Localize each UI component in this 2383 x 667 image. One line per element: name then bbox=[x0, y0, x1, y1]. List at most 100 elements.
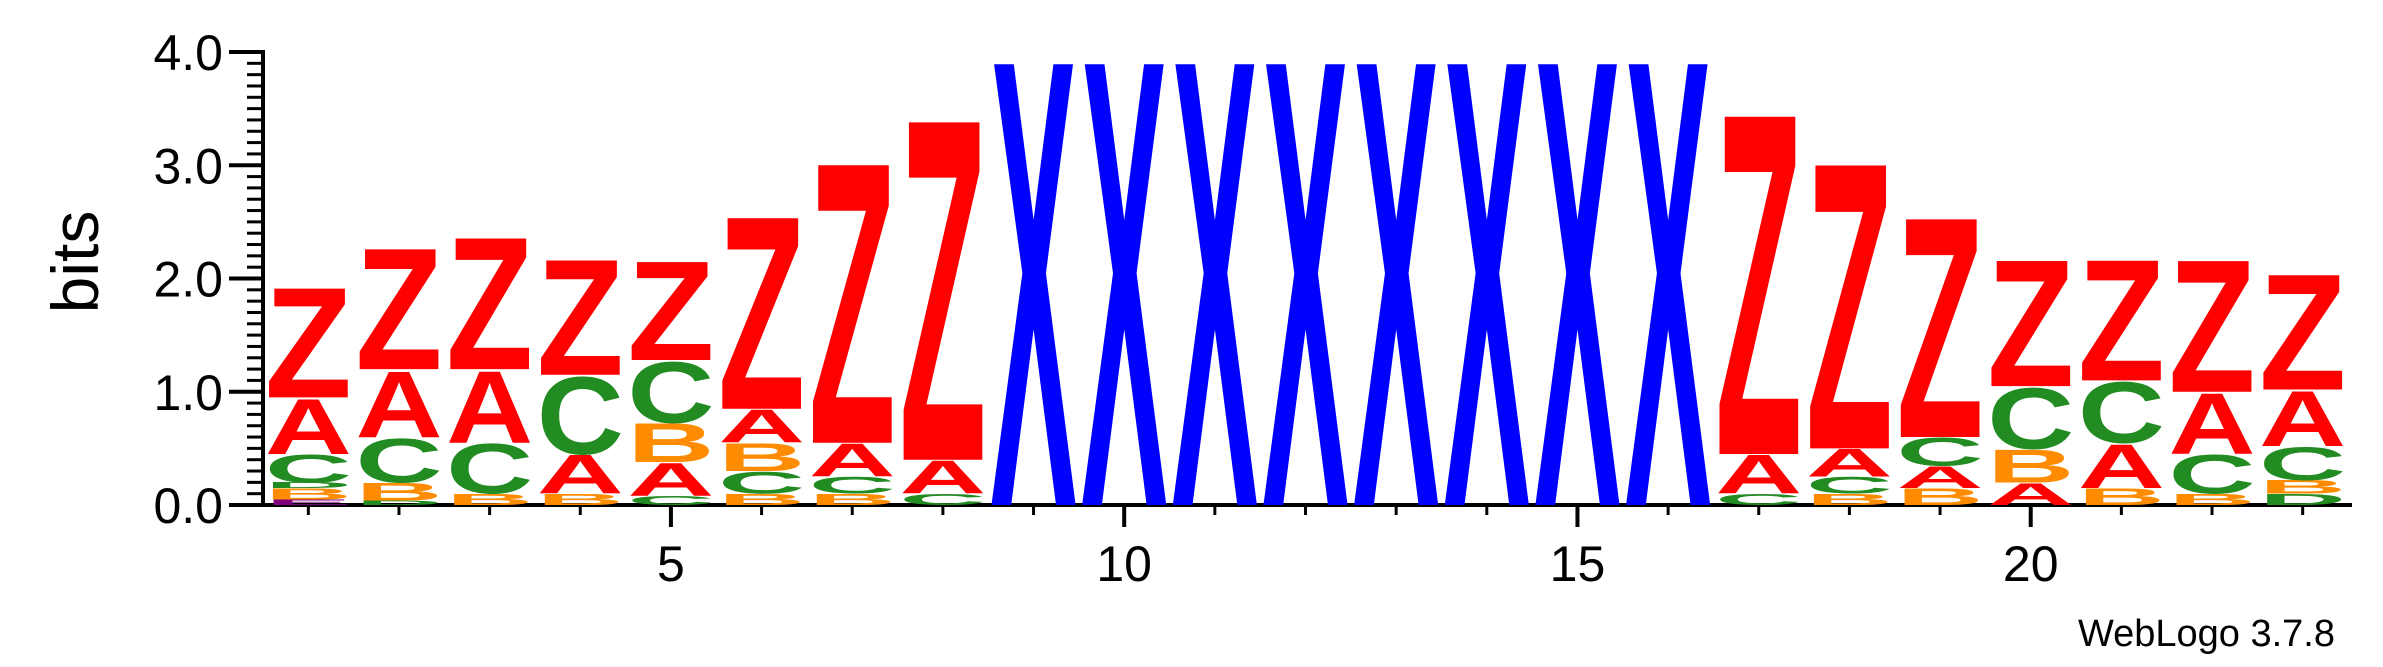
y-tick-label: 1.0 bbox=[153, 365, 223, 421]
logo-letter-C: C bbox=[537, 354, 624, 478]
logo-letter-C: C bbox=[1897, 430, 1984, 474]
logo-letter-B: B bbox=[265, 485, 352, 503]
logo-letter-C: C bbox=[1806, 472, 1893, 498]
logo-letter-B: B bbox=[1897, 484, 1984, 510]
logo-letter-Z: Z bbox=[355, 212, 442, 407]
x-tick-label: 20 bbox=[2003, 536, 2059, 592]
logo-letter-X: X bbox=[1081, 0, 1168, 641]
logo-stack: X bbox=[1444, 0, 1531, 641]
logo-letter-A: A bbox=[1715, 443, 1802, 505]
logo-letter-Z: Z bbox=[627, 232, 714, 391]
footer-label: WebLogo 3.7.8 bbox=[2078, 613, 2335, 655]
logo-letter-X: X bbox=[1353, 0, 1440, 641]
logo-letter-Z: Z bbox=[537, 224, 624, 410]
logo-letter-X: X bbox=[1444, 0, 1531, 641]
logo-letter-Z: Z bbox=[899, 16, 986, 565]
logo-letter-Z: Z bbox=[1987, 221, 2074, 425]
logo-letter-D: D bbox=[265, 481, 352, 490]
logo-letter-X: X bbox=[1534, 0, 1621, 641]
logo-letter-A: A bbox=[809, 434, 896, 487]
x-tick-label: 10 bbox=[1096, 536, 1152, 592]
logo-letter-A: A bbox=[265, 383, 352, 471]
logo-letter-D: D bbox=[355, 499, 442, 506]
logo-stack: X bbox=[1081, 0, 1168, 641]
logo-letter-C: C bbox=[627, 494, 714, 508]
logo-letter-C: C bbox=[899, 491, 986, 509]
logo-letter-C: C bbox=[627, 345, 714, 442]
logo-letter-A: A bbox=[1897, 459, 1984, 495]
logo-letter-C: C bbox=[2078, 365, 2165, 462]
logo-letter-C: C bbox=[1715, 491, 1802, 509]
logo-stack: CAZ bbox=[899, 16, 986, 565]
logo-letter-X: X bbox=[1625, 0, 1712, 641]
x-tick-label: 15 bbox=[1550, 536, 1606, 592]
logo-stack: X bbox=[1625, 0, 1712, 641]
y-axis: 0.0 1.0 2.0 3.0 4.0 bbox=[153, 25, 265, 534]
logo-letter-B: B bbox=[446, 491, 533, 509]
logo-letter-A: A bbox=[1806, 441, 1893, 485]
logo-letter-A: A bbox=[2259, 375, 2346, 463]
logo-letter-C: C bbox=[265, 447, 352, 491]
y-tick-label: 0.0 bbox=[153, 478, 223, 534]
logo-stack: X bbox=[1353, 0, 1440, 641]
x-axis: 5 10 15 20 bbox=[263, 503, 2352, 592]
logo-letter-Z: Z bbox=[1806, 77, 1893, 537]
logo-letter-Z: Z bbox=[2078, 223, 2165, 418]
logo-letter-A: A bbox=[899, 451, 986, 504]
y-tick-label: 3.0 bbox=[153, 138, 223, 194]
logo-letter-A: A bbox=[446, 350, 533, 465]
logo-letter-A: A bbox=[537, 443, 624, 505]
logo-letter-C: C bbox=[446, 429, 533, 509]
logo-letter-X: X bbox=[990, 0, 1077, 641]
logo-letter-A: A bbox=[2169, 376, 2256, 473]
logo-letter-C: C bbox=[718, 465, 805, 501]
logo-letter-E: E bbox=[265, 498, 352, 507]
logo-letter-A: A bbox=[718, 400, 805, 453]
logo-letter-B: B bbox=[2078, 484, 2165, 510]
logo-letter-Z: Z bbox=[2169, 220, 2256, 433]
y-tick-label: 2.0 bbox=[153, 252, 223, 308]
y-axis-label: bits bbox=[38, 211, 112, 314]
logo-stack: X bbox=[1172, 0, 1259, 641]
logo-letter-B: B bbox=[355, 478, 442, 506]
logo-letter-X: X bbox=[1262, 0, 1349, 641]
logo-letter-A: A bbox=[1987, 476, 2074, 512]
logo-stack: CAZ bbox=[1715, 10, 1802, 559]
logo-letter-Z: Z bbox=[718, 159, 805, 468]
logo-letter-C: C bbox=[1987, 371, 2074, 468]
logo-letter-Z: Z bbox=[2259, 239, 2346, 425]
logo-letter-B: B bbox=[537, 491, 624, 509]
logo-letter-B: B bbox=[718, 436, 805, 480]
y-tick-label: 4.0 bbox=[153, 25, 223, 81]
logo-letter-C: C bbox=[355, 426, 442, 496]
logo-letter-B: B bbox=[627, 412, 714, 474]
logo-letter-X: X bbox=[1172, 0, 1259, 641]
logo-stack: X bbox=[1262, 0, 1349, 641]
logo-letter-A: A bbox=[627, 453, 714, 506]
logo-letter-Z: Z bbox=[446, 197, 533, 410]
logo-letter-B: B bbox=[718, 491, 805, 509]
logo-letter-Z: Z bbox=[1897, 151, 1984, 504]
logo-letter-B: B bbox=[1987, 440, 2074, 493]
logo-letter-D: D bbox=[2259, 491, 2346, 509]
logo-letter-B: B bbox=[2259, 477, 2346, 498]
logo-letter-Z: Z bbox=[809, 79, 896, 530]
logo-letter-Z: Z bbox=[1715, 10, 1802, 559]
logo-letter-Z: Z bbox=[265, 255, 352, 432]
logo-letter-B: B bbox=[1806, 491, 1893, 509]
x-tick-label: 5 bbox=[657, 536, 685, 592]
logo-stack: X bbox=[1534, 0, 1621, 641]
